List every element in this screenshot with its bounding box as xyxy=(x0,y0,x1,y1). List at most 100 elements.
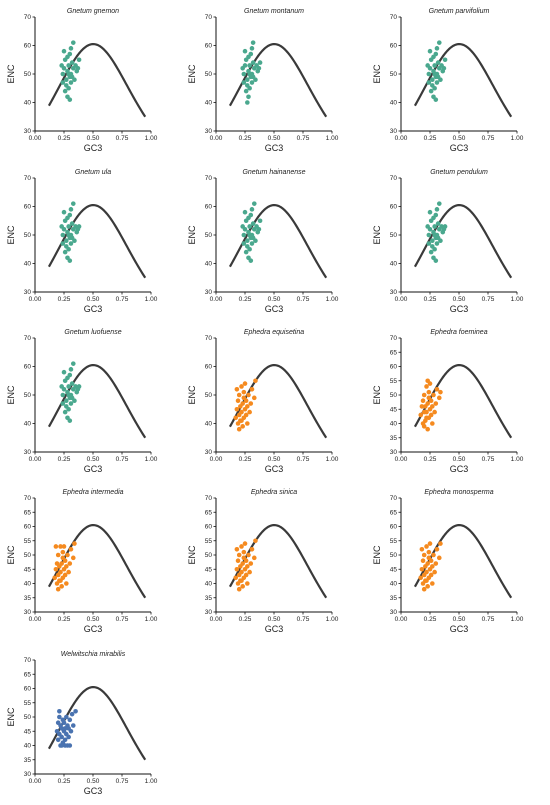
data-point xyxy=(64,398,69,404)
data-point xyxy=(251,201,257,206)
y-tick-label: 35 xyxy=(390,435,398,442)
data-point xyxy=(233,415,239,421)
y-tick-label: 45 xyxy=(24,728,32,735)
data-point xyxy=(428,249,434,255)
x-axis-title: GC3 xyxy=(450,464,469,474)
data-point xyxy=(424,409,429,415)
data-point xyxy=(236,586,242,592)
x-tick-label: 1.00 xyxy=(326,296,339,303)
x-tick-label: 0.75 xyxy=(116,135,129,142)
panel-1: Gnetum gnemon 0.00 0.25 0.50 0.75 1.00 30 40 50 6… xyxy=(6,8,158,153)
data-point xyxy=(426,80,432,85)
data-point xyxy=(432,569,437,575)
data-point xyxy=(436,201,442,206)
y-tick-label: 45 xyxy=(390,566,398,573)
y-tick-label: 40 xyxy=(24,100,32,107)
data-point xyxy=(239,569,244,575)
data-point xyxy=(235,398,241,404)
data-point xyxy=(66,224,71,229)
y-tick-label: 60 xyxy=(24,364,32,371)
y-tick-label: 40 xyxy=(24,581,32,588)
x-axis-title: GC3 xyxy=(450,304,469,314)
data-point xyxy=(430,238,435,243)
data-point xyxy=(245,404,250,409)
y-tick-label: 65 xyxy=(390,509,398,516)
data-point xyxy=(68,241,74,246)
panel-title: Ephedra monosperma xyxy=(424,489,493,496)
x-tick-label: 0.25 xyxy=(239,456,252,463)
data-point xyxy=(53,566,59,572)
data-point xyxy=(240,224,245,229)
data-point xyxy=(428,412,434,418)
data-point xyxy=(428,572,434,578)
y-tick-label: 35 xyxy=(24,595,32,602)
y-tick-label: 70 xyxy=(205,175,213,182)
data-point xyxy=(250,221,256,226)
data-point xyxy=(253,378,258,384)
data-point xyxy=(68,401,74,406)
expected-enc-curve xyxy=(47,363,147,439)
panel-12: Ephedra monosperma 0.00 0.25 0.50 0.75 1.00 30… xyxy=(372,489,524,634)
x-tick-label: 0.25 xyxy=(424,135,437,142)
x-tick-label: 0.00 xyxy=(395,616,408,623)
y-tick-label: 30 xyxy=(390,609,398,616)
data-point xyxy=(60,555,66,561)
x-tick-label: 0.00 xyxy=(395,296,408,303)
y-axis-title: ENC xyxy=(6,707,16,727)
x-axis-title: GC3 xyxy=(84,624,103,634)
y-axis-title: ENC xyxy=(187,545,197,565)
data-point xyxy=(57,709,62,714)
data-point xyxy=(442,224,448,229)
x-tick-label: 0.75 xyxy=(116,296,129,303)
y-axis-title: ENC xyxy=(372,225,382,245)
data-point xyxy=(247,409,252,415)
data-point xyxy=(69,381,75,386)
x-axis-title: GC3 xyxy=(265,624,284,634)
data-point xyxy=(436,40,442,45)
y-tick-label: 70 xyxy=(24,657,32,664)
panel-7: Gnetum luofuense 0.00 0.25 0.50 0.75 1.00 30 40… xyxy=(6,329,158,474)
x-tick-label: 0.50 xyxy=(453,296,466,303)
data-point xyxy=(66,85,71,91)
data-point xyxy=(432,224,437,229)
data-point xyxy=(240,66,245,71)
data-point xyxy=(66,406,71,412)
x-tick-label: 0.75 xyxy=(482,616,495,623)
data-point xyxy=(430,421,435,426)
y-tick-label: 65 xyxy=(390,349,398,356)
panel-5: Gnetum hainanense 0.00 0.25 0.50 0.75 1.00 30 4… xyxy=(187,169,339,314)
data-point xyxy=(64,77,69,82)
panel-title: Gnetum parvifolium xyxy=(429,8,490,15)
data-point xyxy=(243,572,249,578)
data-point xyxy=(67,743,73,748)
y-tick-label: 50 xyxy=(24,552,32,559)
data-point xyxy=(61,720,67,725)
x-axis-title: GC3 xyxy=(84,786,103,796)
data-point xyxy=(57,714,62,720)
data-point xyxy=(433,51,439,57)
x-tick-label: 0.50 xyxy=(453,135,466,142)
data-point xyxy=(421,552,427,558)
data-point xyxy=(434,46,440,51)
data-point xyxy=(67,51,73,57)
panel-title: Gnetum pendulum xyxy=(430,169,488,176)
y-tick-label: 50 xyxy=(24,71,32,78)
y-tick-label: 60 xyxy=(24,524,32,531)
data-point xyxy=(435,60,441,65)
data-point xyxy=(430,564,435,569)
y-axis-title: ENC xyxy=(6,385,16,405)
x-tick-label: 1.00 xyxy=(145,778,158,785)
data-point xyxy=(243,88,249,94)
data-point xyxy=(438,541,443,546)
panel-title: Ephedra equisetina xyxy=(244,329,304,336)
y-axis-title: ENC xyxy=(372,385,382,405)
x-tick-label: 0.00 xyxy=(29,296,42,303)
data-point xyxy=(241,80,247,85)
data-point xyxy=(59,561,64,566)
data-point xyxy=(62,737,68,743)
data-point xyxy=(428,88,434,94)
y-tick-label: 35 xyxy=(205,595,213,602)
data-point xyxy=(248,51,254,57)
data-point xyxy=(248,212,254,218)
data-point xyxy=(242,381,248,386)
